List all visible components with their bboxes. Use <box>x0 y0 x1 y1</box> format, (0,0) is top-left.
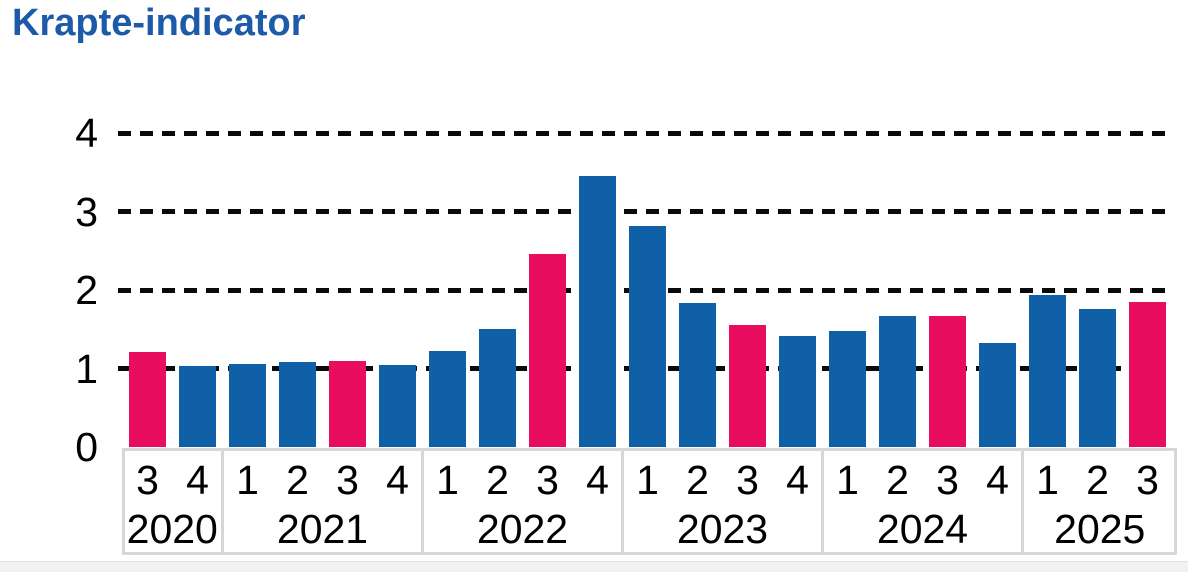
bottom-strip <box>0 561 1188 572</box>
x-quarter-label: 1 <box>1036 457 1059 503</box>
x-quarter-label: 3 <box>736 457 759 503</box>
bar-2022-q3 <box>529 254 566 447</box>
x-quarter-label: 4 <box>986 457 1009 503</box>
x-year-label-2024: 2024 <box>876 506 969 552</box>
bar-2021-q3 <box>329 361 366 447</box>
y-tick-label-4: 4 <box>75 110 98 156</box>
x-axis-group-separator <box>221 448 224 555</box>
y-tick-label-0: 0 <box>75 424 98 470</box>
x-quarter-label: 1 <box>636 457 659 503</box>
x-axis-group-separator <box>621 448 624 555</box>
bar-2020-q4 <box>179 366 216 447</box>
bar-2025-q1 <box>1029 295 1066 447</box>
x-quarter-label: 3 <box>1136 457 1159 503</box>
x-quarter-label: 2 <box>486 457 509 503</box>
bar-2024-q2 <box>879 316 916 447</box>
x-axis-group-separator <box>421 448 424 555</box>
bar-2022-q4 <box>579 176 616 447</box>
y-tick-label-1: 1 <box>75 345 98 392</box>
x-quarter-label: 1 <box>836 457 859 503</box>
y-tick-label-2: 2 <box>75 267 98 313</box>
bar-2022-q2 <box>479 329 516 447</box>
x-year-label-2023: 2023 <box>676 506 769 552</box>
x-year-label-2020: 2020 <box>126 506 218 552</box>
bar-2023-q1 <box>629 226 666 447</box>
x-quarter-label: 4 <box>186 457 209 503</box>
bar-2021-q4 <box>379 365 416 447</box>
gridline-y-3 <box>118 209 1168 214</box>
bar-2021-q2 <box>279 362 316 447</box>
gridline-y-4 <box>118 130 1168 136</box>
bar-2023-q2 <box>679 303 716 447</box>
x-quarter-label: 3 <box>336 457 359 503</box>
x-axis-group-separator <box>821 448 824 555</box>
x-quarter-label: 3 <box>136 457 159 503</box>
x-quarter-label: 3 <box>536 457 559 503</box>
x-quarter-label: 1 <box>236 457 259 503</box>
x-quarter-label: 4 <box>586 457 609 503</box>
x-axis-group-separator <box>1021 448 1024 555</box>
x-quarter-label: 2 <box>686 457 709 503</box>
bar-2021-q1 <box>229 364 266 447</box>
x-quarter-label: 4 <box>386 457 409 503</box>
bar-2024-q3 <box>929 316 966 447</box>
x-axis-box <box>122 448 1177 555</box>
x-quarter-label: 4 <box>786 457 809 503</box>
x-quarter-label: 1 <box>436 457 459 503</box>
x-quarter-label: 2 <box>886 457 909 503</box>
y-tick-label-3: 3 <box>75 188 98 235</box>
bar-2024-q1 <box>829 331 866 447</box>
chart-title: Krapte-indicator <box>12 2 306 44</box>
x-year-label-2025: 2025 <box>1054 506 1146 552</box>
x-quarter-label: 2 <box>1086 457 1109 503</box>
x-quarter-label: 2 <box>286 457 309 503</box>
bar-2023-q4 <box>779 336 816 447</box>
x-year-label-2021: 2021 <box>276 506 369 552</box>
x-quarter-label: 3 <box>936 457 959 503</box>
bar-2022-q1 <box>429 351 466 447</box>
bar-2024-q4 <box>979 343 1016 447</box>
bar-2025-q2 <box>1079 309 1116 447</box>
bar-2025-q3 <box>1129 302 1166 447</box>
bar-2023-q3 <box>729 325 766 447</box>
x-year-label-2022: 2022 <box>476 506 569 552</box>
bar-2020-q3 <box>129 352 166 447</box>
